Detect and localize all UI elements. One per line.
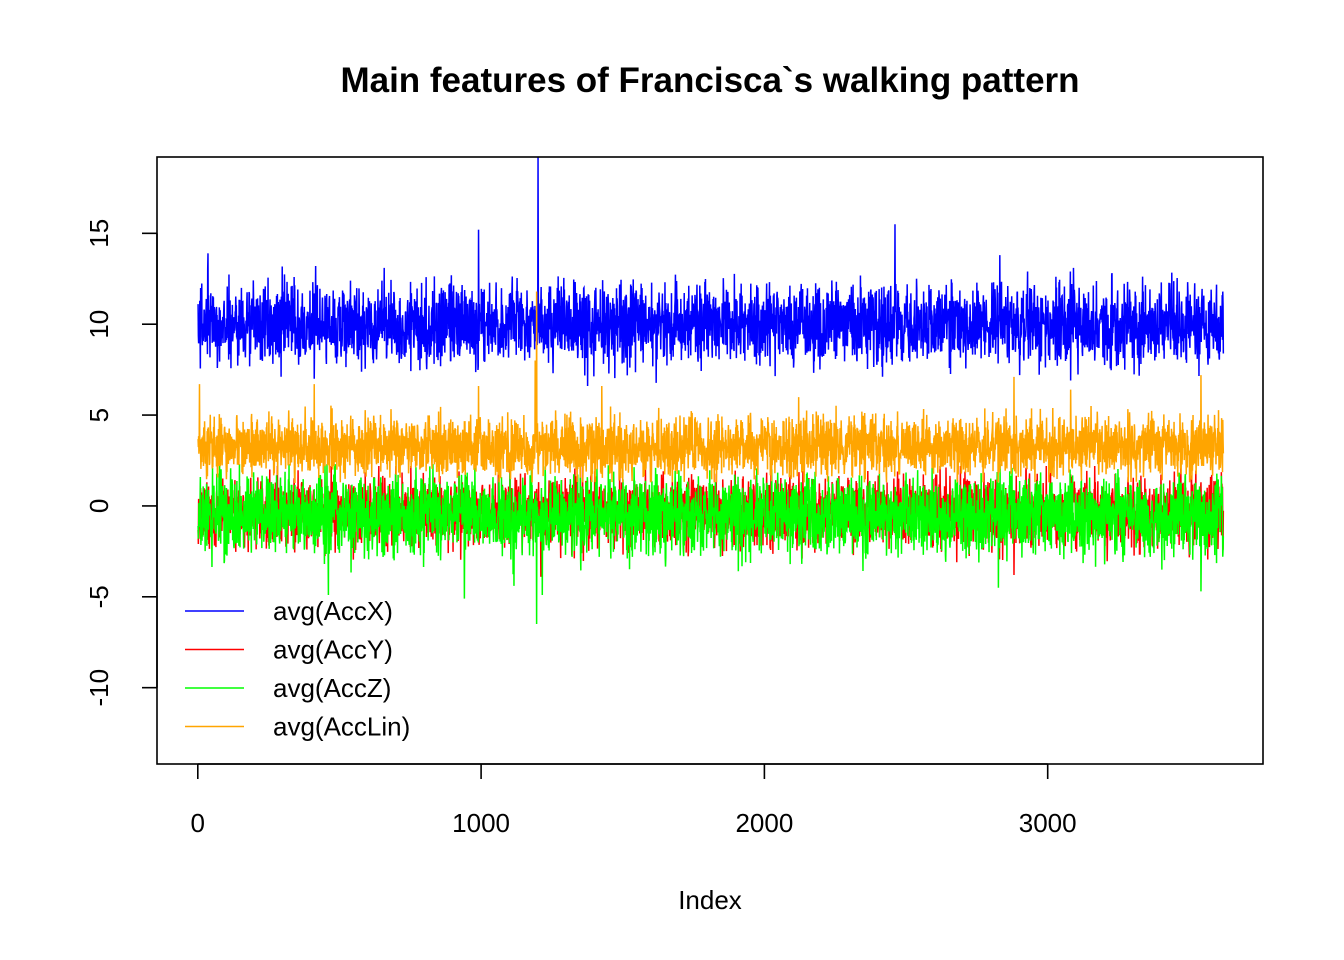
legend-label: avg(AccZ) <box>273 673 391 703</box>
x-axis-label: Index <box>678 885 742 915</box>
x-axis: 0 1000 2000 3000 <box>191 763 1077 838</box>
series-line-1 <box>197 156 1225 386</box>
y-tick-label: 10 <box>84 310 114 339</box>
y-tick-label: 5 <box>84 408 114 422</box>
series-line-3 <box>197 464 1225 625</box>
y-tick-label: 0 <box>84 499 114 513</box>
x-tick-label: 0 <box>191 808 205 838</box>
y-tick-label: -5 <box>84 585 114 608</box>
legend-label: avg(AccX) <box>273 596 393 626</box>
legend-label: avg(AccY) <box>273 635 393 665</box>
x-tick-label: 2000 <box>735 808 793 838</box>
y-tick-label: 15 <box>84 219 114 248</box>
chart-title: Main features of Francisca`s walking pat… <box>340 61 1079 100</box>
legend-label: avg(AccLin) <box>273 712 410 742</box>
series-layer <box>197 156 1225 625</box>
series-line-4 <box>197 291 1225 484</box>
x-tick-label: 3000 <box>1019 808 1077 838</box>
legend: avg(AccX) avg(AccY) avg(AccZ) avg(AccLin) <box>185 596 410 742</box>
y-axis: -10 -5 0 5 10 15 <box>84 219 158 707</box>
x-tick-label: 1000 <box>452 808 510 838</box>
y-tick-label: -10 <box>84 669 114 707</box>
